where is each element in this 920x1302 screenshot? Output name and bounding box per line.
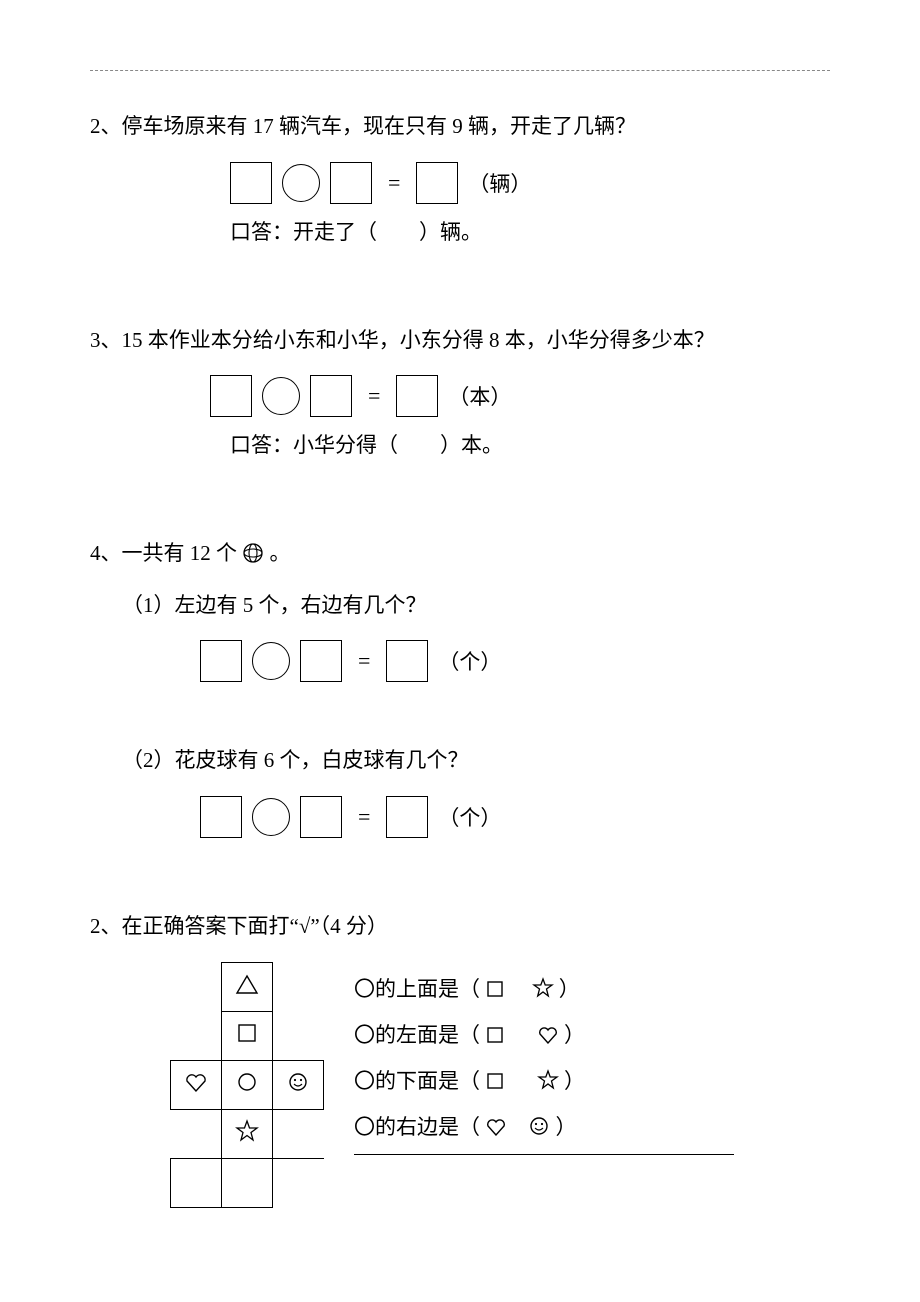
heart-icon[interactable] bbox=[485, 1117, 507, 1137]
content: 2、停车场原来有 17 辆汽车，现在只有 9 辆，开走了几辆？ = （辆） 口答… bbox=[90, 110, 830, 1208]
q2-text: 2、停车场原来有 17 辆汽车，现在只有 9 辆，开走了几辆？ bbox=[90, 110, 830, 144]
top-rule bbox=[90, 70, 830, 71]
choice-pre: 〇的左面是（ bbox=[354, 1023, 480, 1047]
result-box[interactable] bbox=[416, 162, 458, 204]
q4-2-equation: = （个） bbox=[200, 796, 830, 838]
unit-label: （辆） bbox=[468, 168, 531, 198]
choice-line: 〇的下面是（ ） bbox=[354, 1058, 734, 1104]
answer-suffix: ）辆。 bbox=[419, 220, 482, 244]
choice-post: ） bbox=[556, 1115, 577, 1139]
shape-grid bbox=[170, 962, 324, 1208]
operand-box[interactable] bbox=[210, 375, 252, 417]
q5-choices: 〇的上面是（ ） 〇的左面是（ ） 〇的下面是（ bbox=[354, 962, 734, 1156]
answer-prefix: 口答：小华分得（ bbox=[230, 433, 398, 457]
grid-cell bbox=[273, 962, 324, 1011]
grid-cell bbox=[273, 1109, 324, 1158]
equals-sign: = bbox=[352, 648, 376, 674]
star-icon[interactable] bbox=[537, 1069, 559, 1091]
q3-text: 3、15 本作业本分给小东和小华，小东分得 8 本，小华分得多少本？ bbox=[90, 324, 830, 358]
operand-box[interactable] bbox=[300, 640, 342, 682]
q4-text-pre: 4、一共有 12 个 bbox=[90, 541, 242, 565]
q4-1-equation: = （个） bbox=[200, 640, 830, 682]
q2-answer: 口答：开走了（ ）辆。 bbox=[230, 216, 830, 246]
square-icon[interactable] bbox=[485, 979, 505, 999]
result-box[interactable] bbox=[386, 796, 428, 838]
grid-cell bbox=[171, 1109, 222, 1158]
result-box[interactable] bbox=[386, 640, 428, 682]
smile-icon[interactable] bbox=[528, 1115, 550, 1137]
choice-line: 〇的左面是（ ） bbox=[354, 1012, 734, 1058]
q2-equation: = （辆） bbox=[230, 162, 830, 204]
q3-answer: 口答：小华分得（ ）本。 bbox=[230, 429, 830, 459]
heart-icon[interactable] bbox=[537, 1025, 559, 1045]
grid-cell-circle bbox=[222, 1060, 273, 1109]
q4-part1: （1）左边有 5 个，右边有几个？ bbox=[90, 589, 830, 623]
choice-pre: 〇的右边是（ bbox=[354, 1115, 485, 1139]
grid-cell bbox=[273, 1158, 324, 1207]
unit-label: （个） bbox=[438, 802, 501, 832]
answer-blank[interactable] bbox=[403, 433, 435, 457]
choice-post: ） bbox=[564, 1069, 585, 1093]
choice-post: ） bbox=[559, 977, 580, 1001]
answer-prefix: 口答：开走了（ bbox=[230, 220, 377, 244]
unit-label: （本） bbox=[448, 381, 511, 411]
unit-label: （个） bbox=[438, 646, 501, 676]
grid-cell bbox=[222, 1158, 273, 1207]
grid-cell bbox=[273, 1011, 324, 1060]
answer-blank[interactable] bbox=[382, 220, 414, 244]
q4-part2: （2）花皮球有 6 个，白皮球有几个？ bbox=[90, 744, 830, 778]
star-icon[interactable] bbox=[532, 977, 554, 999]
grid-cell bbox=[171, 1011, 222, 1060]
choice-pre: 〇的下面是（ bbox=[354, 1069, 480, 1093]
page: 2、停车场原来有 17 辆汽车，现在只有 9 辆，开走了几辆？ = （辆） 口答… bbox=[0, 0, 920, 1302]
grid-cell-star bbox=[222, 1109, 273, 1158]
q3-equation: = （本） bbox=[210, 375, 830, 417]
operator-circle[interactable] bbox=[252, 642, 290, 680]
square-icon[interactable] bbox=[485, 1025, 505, 1045]
operator-circle[interactable] bbox=[252, 798, 290, 836]
square-icon[interactable] bbox=[485, 1071, 505, 1091]
grid-cell-triangle bbox=[222, 962, 273, 1011]
operand-box[interactable] bbox=[310, 375, 352, 417]
q4-text: 4、一共有 12 个 。 bbox=[90, 537, 830, 571]
grid-cell bbox=[171, 962, 222, 1011]
operand-box[interactable] bbox=[330, 162, 372, 204]
operand-box[interactable] bbox=[230, 162, 272, 204]
grid-cell bbox=[171, 1158, 222, 1207]
grid-cell-square bbox=[222, 1011, 273, 1060]
choice-line: 〇的右边是（ ） bbox=[354, 1104, 734, 1155]
choice-post: ） bbox=[564, 1023, 585, 1047]
q5-text: 2、在正确答案下面打“√”（4 分） bbox=[90, 910, 830, 944]
answer-suffix: ）本。 bbox=[440, 433, 503, 457]
equals-sign: = bbox=[352, 804, 376, 830]
grid-cell-smile bbox=[273, 1060, 324, 1109]
equals-sign: = bbox=[362, 383, 386, 409]
operand-box[interactable] bbox=[200, 796, 242, 838]
equals-sign: = bbox=[382, 170, 406, 196]
choice-line: 〇的上面是（ ） bbox=[354, 966, 734, 1012]
q4-text-post: 。 bbox=[270, 541, 291, 565]
operand-box[interactable] bbox=[200, 640, 242, 682]
operator-circle[interactable] bbox=[282, 164, 320, 202]
result-box[interactable] bbox=[396, 375, 438, 417]
ball-icon bbox=[242, 542, 264, 564]
grid-cell-heart bbox=[171, 1060, 222, 1109]
q5-body: 〇的上面是（ ） 〇的左面是（ ） 〇的下面是（ bbox=[170, 962, 830, 1208]
choice-pre: 〇的上面是（ bbox=[354, 977, 480, 1001]
operand-box[interactable] bbox=[300, 796, 342, 838]
operator-circle[interactable] bbox=[262, 377, 300, 415]
